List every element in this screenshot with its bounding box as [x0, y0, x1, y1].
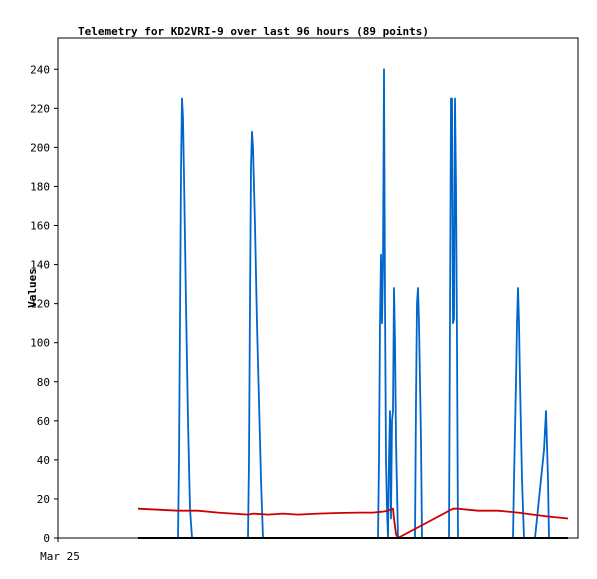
series-line-1: [138, 68, 568, 539]
y-tick-label-120: 120: [30, 298, 50, 311]
y-tick-label-240: 240: [30, 63, 50, 76]
y-tick-label-140: 140: [30, 259, 50, 272]
series-layer: [137, 68, 569, 539]
y-tick-label-160: 160: [30, 220, 50, 233]
y-tick-label-80: 80: [37, 376, 50, 389]
y-axis: 0 20 40 60 80 100 120 140 160 180 200 220 240: [30, 63, 58, 545]
y-tick-label-40: 40: [37, 454, 50, 467]
x-axis: Mar 25: [40, 538, 80, 563]
y-tick-label-0: 0: [43, 532, 50, 545]
y-tick-label-20: 20: [37, 493, 50, 506]
series-line-2: [137, 507, 569, 539]
y-tick-label-220: 220: [30, 102, 50, 115]
y-tick-label-100: 100: [30, 337, 50, 350]
y-tick-label-180: 180: [30, 180, 50, 193]
chart-title: Telemetry for KD2VRI-9 over last 96 hour…: [78, 25, 429, 38]
y-tick-label-60: 60: [37, 415, 50, 428]
y-axis-label: Values: [26, 268, 39, 308]
y-tick-label-200: 200: [30, 141, 50, 154]
x-tick-label-0: Mar 25: [40, 550, 80, 563]
plot-frame: [57, 37, 579, 539]
